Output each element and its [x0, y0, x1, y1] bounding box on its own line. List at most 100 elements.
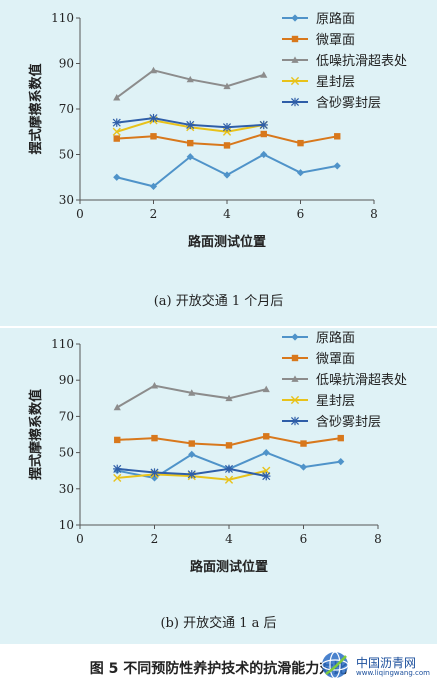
legend-swatch-marker	[290, 97, 300, 107]
data-point	[113, 464, 122, 474]
y-tick-label: 30	[59, 193, 74, 207]
chart-a: 30 50 70 90 110 0 2 4 6 8 路面测试位置 摆式摩擦系数值 原路面微罩面低噪抗滑超…	[28, 11, 407, 250]
data-point	[150, 382, 159, 389]
x-tick-label: 6	[300, 532, 308, 546]
legend-swatch-marker	[290, 76, 300, 86]
panel-b-caption: (b) 开放交通 1 a 后	[160, 616, 277, 631]
data-point	[222, 123, 232, 132]
data-point	[260, 130, 267, 138]
x-tick-label: 6	[297, 207, 305, 221]
series-3	[113, 66, 268, 101]
data-point	[112, 118, 121, 127]
data-point-b	[112, 127, 121, 136]
data-point	[150, 133, 157, 140]
data-point	[297, 139, 304, 147]
legend-label: 微罩面	[316, 33, 355, 48]
data-point	[113, 473, 122, 483]
data-point	[225, 442, 233, 449]
legend-item: 含砂雾封层	[282, 414, 381, 430]
data-point	[113, 173, 121, 181]
legend-label: 原路面	[316, 330, 355, 346]
legend-label: 低噪抗滑超表处	[316, 54, 407, 69]
series-line	[116, 69, 265, 99]
data-point	[188, 389, 196, 396]
y-tick-label: 90	[59, 57, 74, 71]
data-point	[151, 434, 158, 442]
panel-b: 10 30 50 70 90 110 0 2 4 6 8 路面测试位置 摆式摩擦系数值 原路面 微罩面 低噪抗…	[0, 328, 437, 644]
y-tick-label: 110	[51, 337, 74, 351]
legend-swatch-marker	[290, 416, 300, 426]
data-point	[187, 139, 194, 147]
data-point	[187, 470, 196, 479]
data-point	[300, 440, 307, 447]
data-point	[150, 468, 159, 477]
data-point	[224, 475, 234, 484]
legend-item: 原路面	[282, 330, 355, 346]
legend-swatch-marker	[291, 375, 299, 382]
legend-item: 微罩面	[282, 352, 355, 367]
legend-item: 微罩面	[282, 33, 355, 48]
y-tick-label: 70	[59, 409, 74, 423]
legend-item: 星封层	[282, 75, 355, 90]
series-2	[113, 130, 341, 149]
data-point	[223, 142, 231, 149]
data-point	[263, 433, 270, 440]
data-point	[150, 474, 159, 482]
y-axis-label: 摆式摩擦系数值	[28, 389, 44, 480]
data-point	[262, 449, 270, 457]
y-tick-label: 10	[59, 518, 74, 532]
legend-swatch-marker	[291, 35, 299, 43]
data-point	[113, 94, 121, 101]
series-line	[116, 384, 267, 409]
legend-swatch-marker	[291, 354, 299, 362]
data-point	[186, 75, 194, 83]
legend-label: 含砂雾封层	[316, 95, 381, 111]
data-point	[296, 169, 305, 177]
legend-swatch-marker	[291, 14, 299, 22]
x-tick-label: 4	[225, 532, 233, 546]
series-5	[113, 464, 271, 481]
data-point	[333, 162, 341, 170]
series-2	[114, 433, 344, 449]
data-point	[186, 153, 194, 161]
watermark-globe-icon	[321, 651, 349, 679]
legend-swatch-marker	[290, 395, 300, 405]
legend-label: 低噪抗滑超表处	[316, 373, 407, 388]
x-tick-label: 0	[76, 532, 84, 546]
data-point	[260, 150, 268, 159]
series-line	[116, 153, 338, 188]
y-tick-label: 50	[59, 148, 74, 162]
data-point	[186, 120, 195, 130]
y-tick-label: 50	[59, 446, 74, 460]
y-tick-label: 70	[59, 102, 74, 116]
data-point	[149, 182, 158, 190]
panel-a: 30 50 70 90 110 0 2 4 6 8 路面测试位置 摆式摩擦系数值 原路面 微罩面 低噪抗滑超…	[0, 0, 437, 326]
data-point	[337, 458, 345, 466]
legend-item: 含砂雾封层	[282, 95, 381, 111]
legend-label: 含砂雾封层	[316, 414, 381, 430]
x-tick-label: 4	[223, 207, 231, 221]
data-point	[260, 71, 268, 78]
series-5	[112, 113, 268, 132]
figure-caption: 图 5 不同预防性养护技术的抗滑能力对比	[89, 661, 348, 677]
data-point	[223, 171, 231, 179]
legend-item: 低噪抗滑超表处	[282, 373, 407, 388]
y-axis-label: 摆式摩擦系数值	[28, 63, 44, 154]
data-point	[262, 471, 271, 481]
watermark-text: 中国沥青网	[356, 656, 417, 670]
data-point	[334, 133, 341, 140]
x-tick-label: 0	[76, 207, 84, 221]
data-point	[149, 66, 158, 74]
data-point	[299, 463, 308, 471]
legend-item: 星封层	[282, 394, 355, 409]
legend-swatch-marker	[291, 333, 299, 341]
x-tick-label: 2	[151, 532, 159, 546]
watermark-url: www.liqingwang.com	[356, 669, 430, 677]
legend-item: 低噪抗滑超表处	[282, 54, 407, 69]
panel-a-caption: (a) 开放交通 1 个月后	[153, 294, 284, 309]
x-axis-label: 路面测试位置	[188, 234, 266, 250]
x-tick-label: 8	[370, 207, 378, 221]
data-point	[112, 127, 121, 136]
data-point	[113, 403, 121, 411]
